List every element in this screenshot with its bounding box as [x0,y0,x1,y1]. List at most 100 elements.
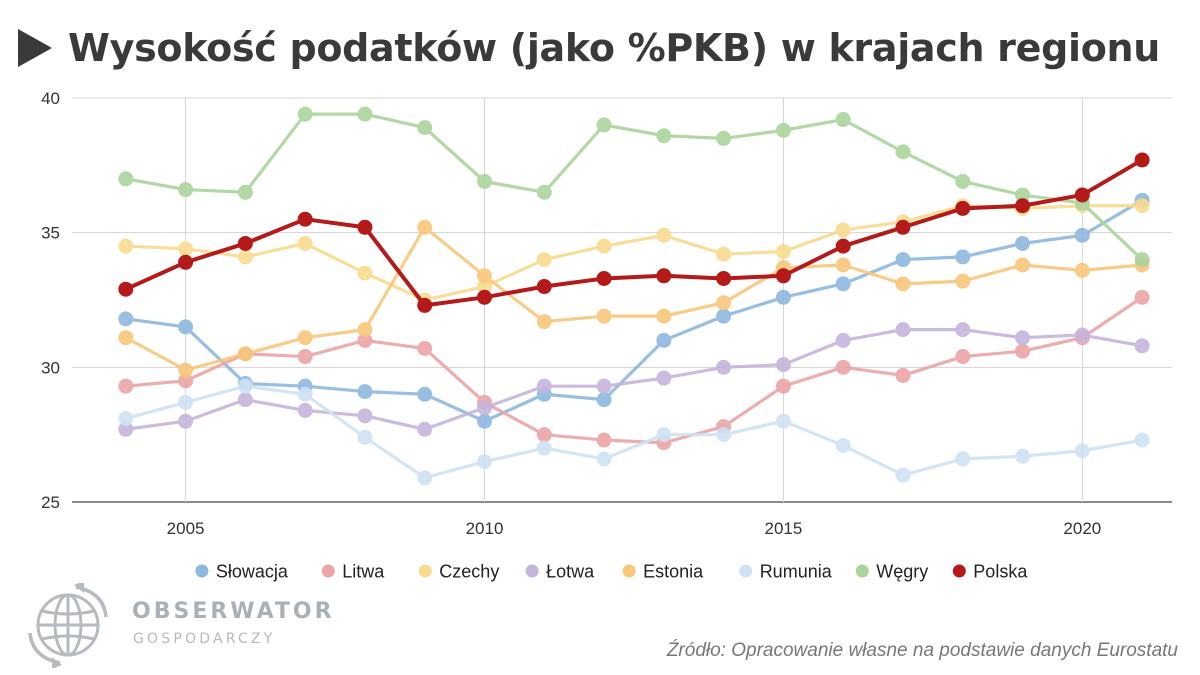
data-point [477,268,492,284]
series-lines [118,106,1150,486]
series-line [125,112,1144,261]
data-point [716,295,732,311]
data-point [656,427,672,443]
play-arrow-icon [18,29,52,67]
data-point [536,440,552,456]
data-point [357,265,373,281]
globe-logo-icon [28,583,108,668]
data-point [775,289,791,305]
data-point [536,427,552,443]
data-point [955,451,971,467]
data-point [178,182,194,198]
data-point [895,467,911,483]
legend-label: Estonia [643,562,704,582]
data-point [835,222,851,238]
data-point [596,270,612,286]
x-tick-label: 2010 [466,519,504,538]
data-point [895,144,911,160]
data-point [118,171,134,187]
data-point [955,273,971,289]
legend-marker [525,564,539,578]
chart-title: Wysokość podatków (jako %PKB) w krajach … [68,26,1161,70]
data-point [1015,343,1031,359]
data-point [297,235,313,251]
title-row: Wysokość podatków (jako %PKB) w krajach … [18,18,1160,78]
data-point [775,268,791,284]
series-line [124,158,1144,308]
data-point [297,106,313,122]
data-point [835,437,851,453]
legend-item: Łotwa [525,562,595,582]
data-point [596,392,612,408]
data-point [237,184,253,200]
legend-marker [952,564,966,578]
data-point [895,367,911,383]
data-point [1074,227,1090,243]
data-point [536,184,552,200]
legend-item: Rumunia [739,562,833,582]
data-point [357,408,373,424]
data-point [775,122,791,138]
axis-tick-labels: 25 30 35 40 2005 2010 2015 2020 [41,89,1101,538]
data-point [596,378,612,394]
source-note: Źródło: Opracowanie własne na podstawie … [666,640,1178,661]
y-tick-label: 40 [41,89,60,108]
chart-legend: Słowacja Litwa Czechy Łotwa Estonia Rumunia Wę… [195,562,1028,582]
data-point [955,173,971,189]
legend-label: Rumunia [760,562,833,582]
data-point [955,249,971,265]
data-point [895,276,911,292]
data-point [417,297,433,313]
data-point [1074,262,1090,278]
legend-marker [622,564,636,578]
data-point [536,378,552,394]
data-point [536,314,552,330]
data-point [178,394,194,410]
data-point [178,362,194,378]
data-point [596,432,612,448]
data-point [895,252,911,268]
data-point [656,332,672,348]
data-point [477,289,492,305]
data-point [656,128,672,144]
legend-label: Słowacja [216,562,289,582]
data-point [895,322,911,338]
data-point [237,392,253,408]
data-point [536,252,552,268]
data-point [1015,187,1031,203]
legend-marker [418,564,432,578]
data-point [118,330,134,346]
series-Rumunia [118,378,1150,486]
data-point [596,451,612,467]
data-point [1074,443,1090,459]
data-point [237,249,253,265]
data-point [237,378,253,394]
data-point [178,241,194,257]
legend-label: Łotwa [546,562,595,582]
legend-label: Czechy [439,562,499,582]
data-point [297,330,313,346]
data-point [716,246,732,262]
data-point [1134,252,1150,268]
data-point [417,386,433,402]
data-point [357,384,373,400]
series-line [125,295,1144,445]
data-point [417,120,433,136]
data-point [775,413,791,429]
series-Estonia [118,219,1150,378]
data-point [1015,235,1031,251]
legend-item: Słowacja [195,562,289,582]
data-point [1015,257,1031,273]
data-point [1074,187,1090,203]
legend-item: Litwa [321,562,385,582]
data-point [477,173,492,189]
legend-item: Polska [952,562,1028,582]
data-point [955,349,971,365]
legend-marker [321,564,335,578]
legend-item: Czechy [418,562,499,582]
data-point [118,421,134,437]
data-point [178,319,194,335]
data-point [775,244,791,260]
data-point [775,378,791,394]
data-point [835,359,851,375]
